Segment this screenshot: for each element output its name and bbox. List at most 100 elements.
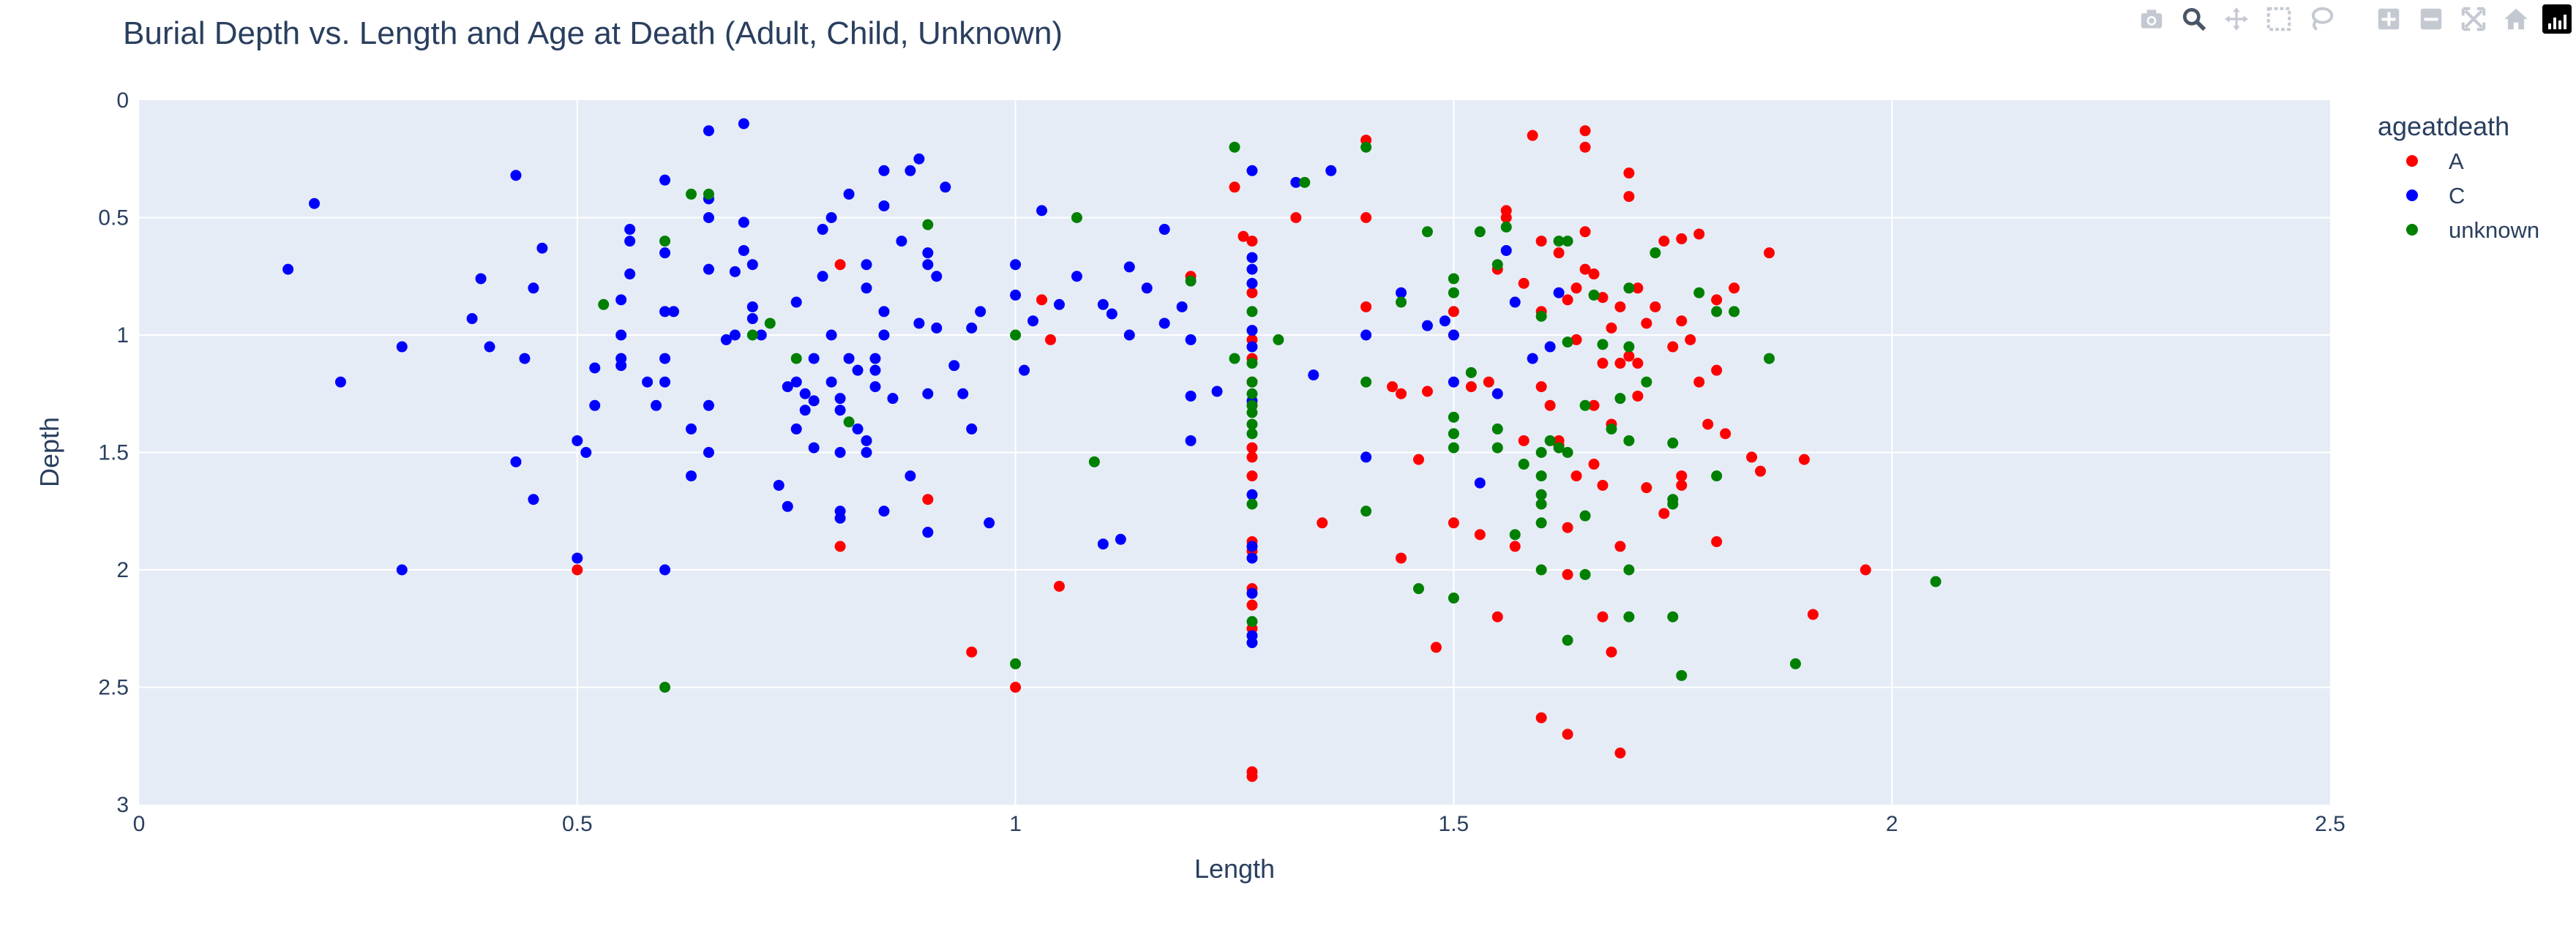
data-point-C[interactable]	[1246, 252, 1258, 263]
data-point-C[interactable]	[1246, 552, 1258, 564]
data-point-C[interactable]	[659, 247, 671, 259]
data-point-A[interactable]	[1562, 522, 1573, 533]
data-point-A[interactable]	[1588, 459, 1600, 470]
data-point-unknown[interactable]	[659, 682, 671, 693]
data-point-unknown[interactable]	[1246, 388, 1258, 399]
data-point-unknown[interactable]	[1693, 287, 1705, 298]
data-point-A[interactable]	[1807, 609, 1819, 620]
data-point-C[interactable]	[773, 479, 785, 491]
box-select-icon[interactable]	[2263, 3, 2295, 35]
data-point-C[interactable]	[878, 200, 890, 211]
data-point-A[interactable]	[1290, 212, 1302, 223]
data-point-unknown[interactable]	[1535, 310, 1547, 322]
data-point-C[interactable]	[1448, 329, 1459, 341]
data-point-C[interactable]	[861, 259, 872, 271]
data-point-C[interactable]	[1396, 287, 1407, 298]
pan-icon[interactable]	[2220, 3, 2253, 35]
data-point-A[interactable]	[1448, 517, 1459, 529]
data-point-C[interactable]	[931, 322, 943, 334]
data-point-C[interactable]	[1553, 287, 1565, 298]
data-point-unknown[interactable]	[1623, 435, 1635, 446]
data-point-C[interactable]	[1211, 386, 1223, 397]
data-point-unknown[interactable]	[1729, 306, 1740, 317]
data-point-C[interactable]	[808, 442, 820, 454]
data-point-C[interactable]	[580, 447, 592, 458]
data-point-C[interactable]	[1325, 165, 1337, 176]
data-point-unknown[interactable]	[1448, 411, 1459, 423]
data-point-C[interactable]	[852, 364, 864, 376]
data-point-C[interactable]	[1123, 261, 1135, 273]
data-point-C[interactable]	[940, 181, 951, 193]
data-point-unknown[interactable]	[1518, 459, 1530, 470]
data-point-C[interactable]	[1158, 317, 1170, 329]
data-point-unknown[interactable]	[1246, 407, 1258, 418]
data-point-unknown[interactable]	[1448, 593, 1459, 604]
data-point-C[interactable]	[843, 353, 855, 364]
data-point-C[interactable]	[746, 259, 758, 271]
data-point-unknown[interactable]	[790, 353, 802, 364]
data-point-C[interactable]	[729, 329, 741, 341]
data-point-A[interactable]	[1658, 508, 1670, 519]
data-point-C[interactable]	[1246, 541, 1258, 552]
data-point-C[interactable]	[808, 353, 820, 364]
data-point-C[interactable]	[1185, 435, 1197, 446]
data-point-C[interactable]	[738, 118, 749, 129]
data-point-A[interactable]	[1246, 770, 1258, 782]
data-point-A[interactable]	[1246, 599, 1258, 611]
data-point-unknown[interactable]	[1588, 289, 1600, 301]
data-point-unknown[interactable]	[1544, 435, 1556, 446]
data-point-C[interactable]	[519, 353, 531, 364]
data-point-unknown[interactable]	[1491, 423, 1503, 435]
data-point-A[interactable]	[966, 646, 978, 658]
data-point-C[interactable]	[887, 393, 899, 405]
data-point-unknown[interactable]	[922, 219, 934, 230]
data-point-C[interactable]	[1246, 637, 1258, 649]
data-point-C[interactable]	[869, 364, 881, 376]
data-point-A[interactable]	[1623, 168, 1635, 179]
data-point-A[interactable]	[1518, 435, 1530, 446]
data-point-C[interactable]	[651, 399, 662, 411]
data-point-C[interactable]	[852, 423, 864, 435]
data-point-unknown[interactable]	[1711, 470, 1723, 482]
data-point-unknown[interactable]	[598, 298, 610, 310]
data-point-A[interactable]	[1500, 212, 1512, 223]
lasso-icon[interactable]	[2305, 3, 2337, 35]
data-point-C[interactable]	[861, 282, 872, 294]
data-point-C[interactable]	[808, 395, 820, 407]
data-point-unknown[interactable]	[1396, 296, 1407, 308]
data-point-A[interactable]	[1246, 470, 1258, 482]
data-point-C[interactable]	[905, 165, 916, 176]
reset-axes-icon[interactable]	[2500, 3, 2532, 35]
data-point-C[interactable]	[1246, 587, 1258, 599]
data-point-A[interactable]	[1579, 226, 1591, 238]
data-point-C[interactable]	[528, 494, 539, 505]
data-point-unknown[interactable]	[1562, 336, 1573, 348]
data-point-unknown[interactable]	[1273, 334, 1284, 345]
data-point-C[interactable]	[1019, 364, 1030, 376]
camera-icon[interactable]	[2135, 3, 2168, 35]
data-point-C[interactable]	[975, 306, 986, 317]
data-point-unknown[interactable]	[1299, 176, 1311, 188]
data-point-unknown[interactable]	[1229, 141, 1240, 153]
data-point-C[interactable]	[659, 174, 671, 186]
data-point-A[interactable]	[1010, 682, 1022, 693]
data-point-unknown[interactable]	[1185, 275, 1197, 287]
data-point-C[interactable]	[484, 341, 495, 353]
data-point-unknown[interactable]	[1448, 442, 1459, 454]
data-point-C[interactable]	[1053, 298, 1065, 310]
data-point-C[interactable]	[510, 170, 522, 181]
data-point-C[interactable]	[905, 470, 916, 482]
data-point-A[interactable]	[1491, 611, 1503, 623]
data-point-A[interactable]	[1860, 564, 1871, 576]
zoom-out-icon[interactable]	[2415, 3, 2447, 35]
data-point-unknown[interactable]	[1535, 447, 1547, 458]
data-point-C[interactable]	[746, 301, 758, 312]
data-point-unknown[interactable]	[1246, 358, 1258, 369]
data-point-unknown[interactable]	[1623, 341, 1635, 353]
data-point-unknown[interactable]	[843, 416, 855, 428]
data-point-A[interactable]	[1518, 277, 1530, 289]
data-point-C[interactable]	[1071, 271, 1082, 282]
data-point-C[interactable]	[685, 423, 697, 435]
data-point-C[interactable]	[536, 242, 548, 254]
